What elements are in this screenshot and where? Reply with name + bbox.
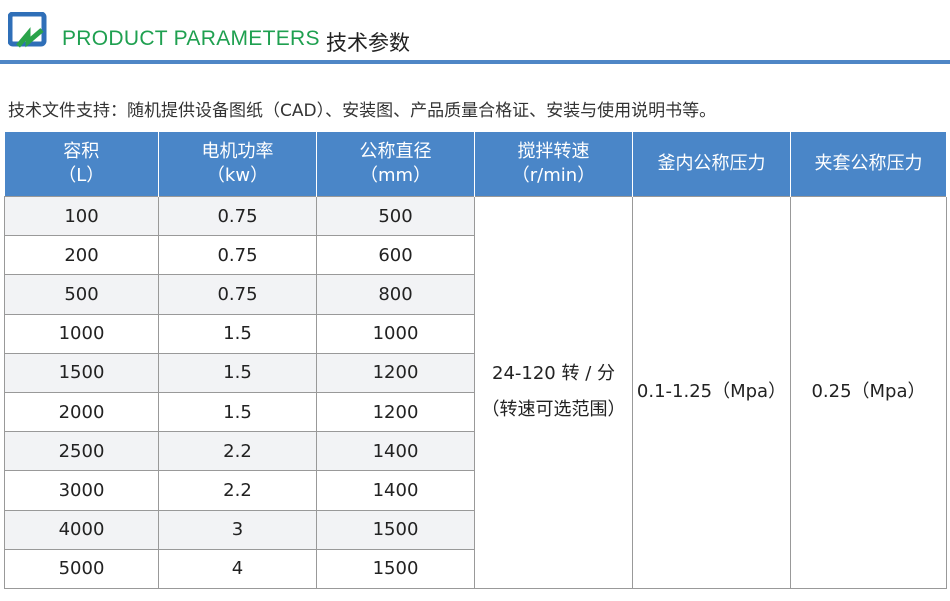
table-cell: 1400 [316,431,475,472]
table-cell: 100 [4,195,159,237]
table-row: 3000 2.2 1400 [4,470,947,511]
table-cell: 1500 [316,548,475,589]
page-title: PRODUCT PARAMETERS [62,27,320,50]
table-cell: 2500 [4,431,159,472]
column-unit: （L） [58,165,105,186]
column-unit: （kw） [206,165,269,186]
table-cell: 800 [316,274,475,315]
table-row: 4000 3 1500 [4,509,947,550]
table-cell: 1.5 [158,352,317,393]
table-cell: 2.2 [158,431,317,472]
header-divider [0,60,950,64]
table-cell: 500 [4,274,159,315]
table-row: 2500 2.2 1400 [4,431,947,472]
jacket-pressure-cell: 0.25（Mpa） [790,196,947,589]
table-cell: 2000 [4,391,159,433]
table-cell: 200 [4,235,159,276]
table-cell: 0.75 [158,195,317,237]
tech-docs-note: 技术文件支持：随机提供设备图纸（CAD）、安装图、产品质量合格证、安装与使用说明… [8,101,717,121]
table-cell: 5000 [4,548,159,589]
table-cell: 1.5 [158,313,317,354]
table-row: 2000 1.5 1200 [4,391,947,433]
table-cell: 1000 [4,313,159,354]
column-label: 夹套公称压力 [814,153,923,174]
table-cell: 1000 [316,313,475,354]
table-cell: 4 [158,548,317,589]
column-header: 公称直径 （mm） [316,132,475,197]
table-cell: 600 [316,235,475,276]
column-unit: （r/min） [511,165,596,186]
table-row: 200 0.75 600 [4,235,947,276]
table-cell: 2.2 [158,470,317,511]
table-row: 1000 1.5 1000 [4,313,947,354]
table-cell: 1400 [316,470,475,511]
table-cell: 3 [158,509,317,550]
table-cell: 1500 [4,352,159,393]
table-cell: 4000 [4,509,159,550]
table-cell: 0.75 [158,235,317,276]
company-logo-icon [8,12,47,48]
page-title-cn: 技术参数 [326,31,410,55]
column-header: 夹套公称压力 [790,132,947,197]
table-cell: 1500 [316,509,475,550]
parameters-table: 容积 （L） 电机功率 （kw） 公称直径 （mm） 搅拌转速 （r/min） 釜内公称压力 夹套… [4,132,947,589]
column-unit: （mm） [359,165,432,186]
table-cell: 0.75 [158,274,317,315]
table-row: 500 0.75 800 [4,274,947,315]
column-label: 釜内公称压力 [657,153,766,174]
column-label: 公称直径 [359,141,432,162]
table-cell: 1200 [316,352,475,393]
table-row: 100 0.75 500 24-120 转 / 分（转速可选范围） 0.1-1.25（M… [4,195,947,589]
table-row: 1500 1.5 1200 [4,352,947,393]
inner-pressure-cell: 0.1-1.25（Mpa） [632,196,791,589]
table-cell: 1.5 [158,391,317,433]
table-cell: 500 [316,195,475,237]
table-row: 5000 4 1500 [4,548,947,589]
column-header: 搅拌转速 （r/min） [474,132,633,197]
column-header: 容积 （L） [4,132,159,197]
table-cell: 1200 [316,391,475,433]
table-cell: 3000 [4,470,159,511]
speed-note: （转速可选范围） [481,399,626,421]
column-label: 搅拌转速 [517,141,590,162]
speed-cell: 24-120 转 / 分 （转速可选范围） [474,196,633,589]
column-label: 容积 [63,141,100,162]
column-header: 釜内公称压力 [632,132,791,197]
column-header: 电机功率 （kw） [158,132,317,197]
column-label: 电机功率 [201,141,274,162]
speed-value: 24-120 转 / 分 [492,363,615,385]
